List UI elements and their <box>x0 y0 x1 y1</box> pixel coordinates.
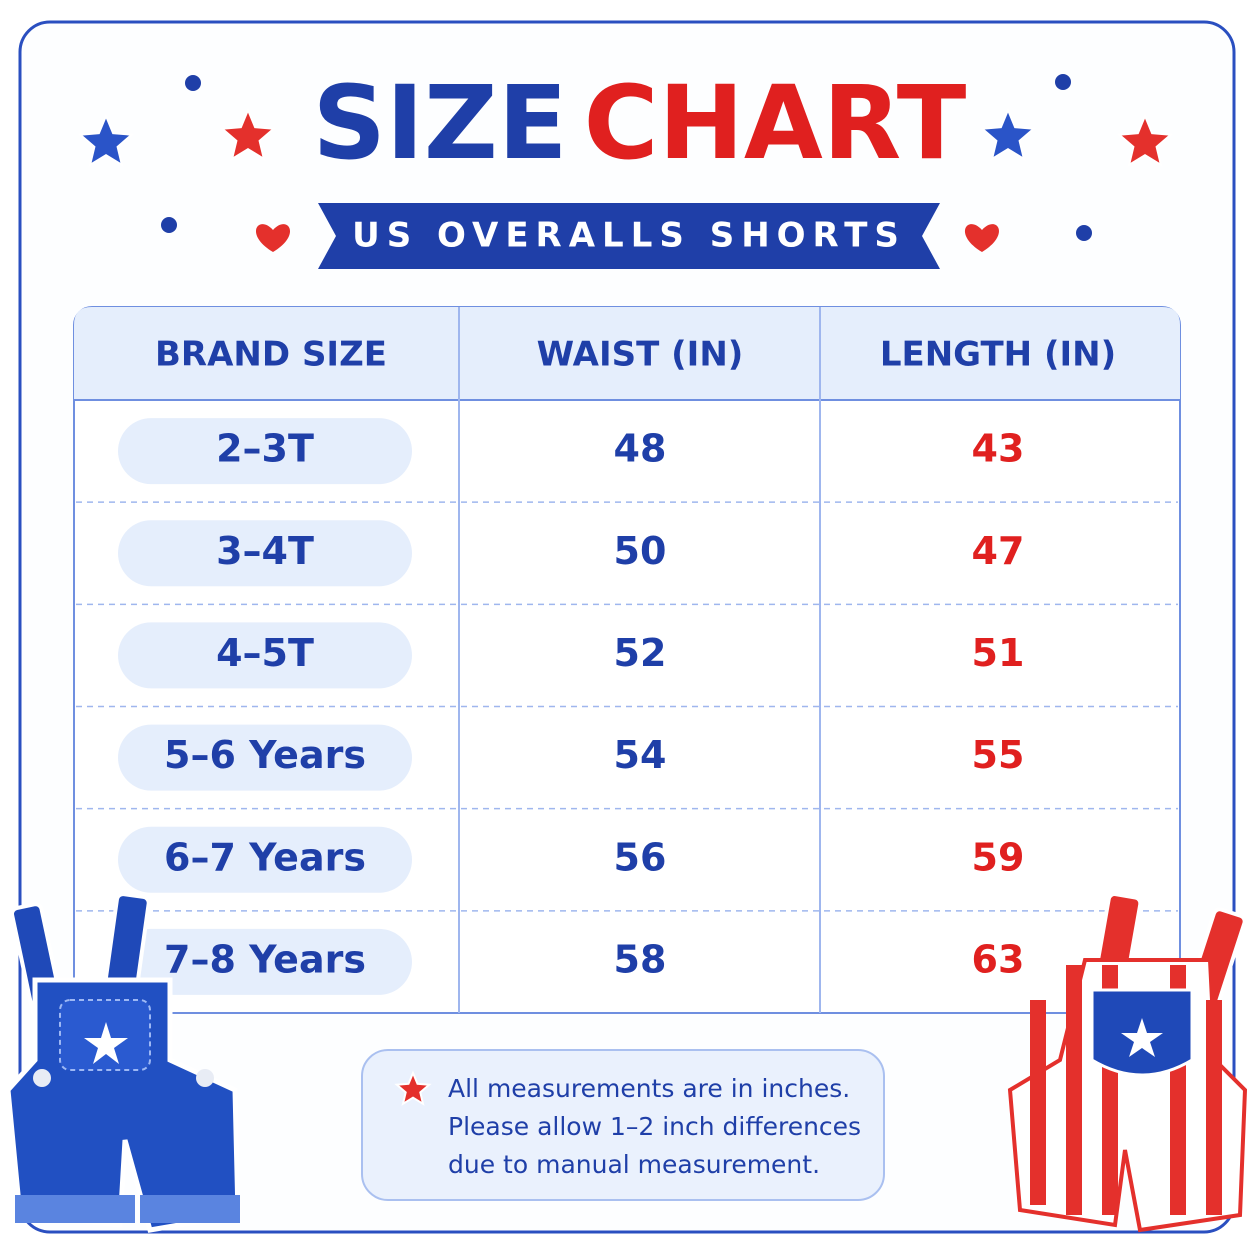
heart <box>255 224 291 252</box>
dot <box>185 75 201 91</box>
note-line: All measurements are in inches. <box>448 1074 850 1103</box>
decorations <box>77 74 1174 252</box>
waist-value: 54 <box>614 733 667 777</box>
star <box>394 1070 432 1106</box>
star <box>1116 113 1174 167</box>
size-pill <box>118 724 412 791</box>
note-box <box>361 1049 885 1201</box>
waist-value: 50 <box>614 529 667 573</box>
size-label: 2–3T <box>216 427 314 471</box>
waist-value: 52 <box>614 631 667 675</box>
column-header: WAIST (IN) <box>537 335 744 375</box>
subtitle: US OVERALLS SHORTS <box>352 216 906 256</box>
size-pill <box>118 520 412 587</box>
length-value: 43 <box>972 427 1025 471</box>
size-pill <box>118 622 412 689</box>
dot <box>1076 225 1092 241</box>
waist-value: 48 <box>614 427 667 471</box>
note-line: due to manual measurement. <box>448 1150 820 1179</box>
dot <box>1055 74 1071 90</box>
length-value: 55 <box>972 733 1025 777</box>
column-header: LENGTH (IN) <box>880 335 1116 375</box>
size-label: 4–5T <box>216 631 314 675</box>
length-value: 51 <box>972 631 1025 675</box>
star <box>219 107 277 161</box>
note-line: Please allow 1–2 inch differences <box>448 1112 861 1141</box>
waist-value: 56 <box>614 835 667 879</box>
title-chart: CHART <box>584 64 967 183</box>
subtitle-banner <box>318 203 940 269</box>
dot <box>161 217 177 233</box>
striped-overalls <box>1007 892 1248 1233</box>
size-label: 3–4T <box>216 529 314 573</box>
length-value: 63 <box>972 937 1025 981</box>
table: BRAND SIZE WAIST (IN) LENGTH (IN) 2–3T 48 43 3… <box>76 335 1178 995</box>
star <box>77 113 135 167</box>
waist-value: 58 <box>614 937 667 981</box>
note: All measurements are in inches. Please al… <box>394 1070 861 1179</box>
star <box>979 107 1037 161</box>
title-size: SIZE <box>312 64 567 183</box>
heart <box>964 224 1000 252</box>
size-pill <box>118 826 412 893</box>
size-label: 6–7 Years <box>164 835 366 879</box>
length-value: 47 <box>972 529 1025 573</box>
blue-overalls <box>5 892 241 1233</box>
size-pill <box>118 418 412 485</box>
column-header: BRAND SIZE <box>155 335 387 375</box>
size-pill <box>118 928 412 995</box>
size-label: 7–8 Years <box>164 937 366 981</box>
size-label: 5–6 Years <box>164 733 366 777</box>
length-value: 59 <box>972 835 1025 879</box>
table-header-bg <box>74 307 1180 400</box>
